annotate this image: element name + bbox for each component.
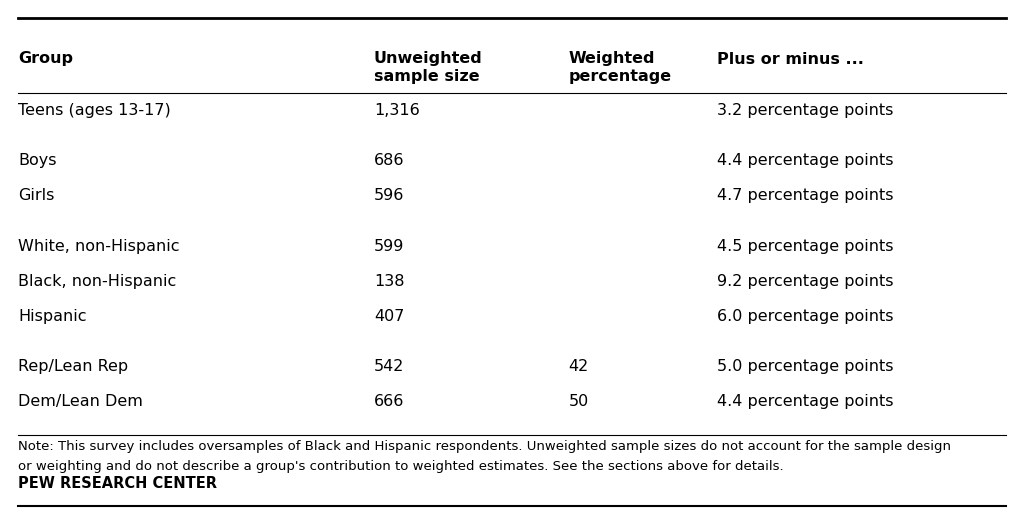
Text: 9.2 percentage points: 9.2 percentage points xyxy=(717,274,893,289)
Text: Teens (ages 13-17): Teens (ages 13-17) xyxy=(18,103,171,118)
Text: Boys: Boys xyxy=(18,153,57,168)
Text: 686: 686 xyxy=(374,153,404,168)
Text: 666: 666 xyxy=(374,394,404,409)
Text: 4.4 percentage points: 4.4 percentage points xyxy=(717,153,893,168)
Text: 50: 50 xyxy=(568,394,589,409)
Text: Dem/Lean Dem: Dem/Lean Dem xyxy=(18,394,143,409)
Text: White, non-Hispanic: White, non-Hispanic xyxy=(18,239,180,254)
Text: PEW RESEARCH CENTER: PEW RESEARCH CENTER xyxy=(18,476,217,491)
Text: 4.5 percentage points: 4.5 percentage points xyxy=(717,239,893,254)
Text: 596: 596 xyxy=(374,188,404,203)
Text: 3.2 percentage points: 3.2 percentage points xyxy=(717,103,893,118)
Text: 5.0 percentage points: 5.0 percentage points xyxy=(717,359,893,374)
Text: Rep/Lean Rep: Rep/Lean Rep xyxy=(18,359,129,374)
Text: 407: 407 xyxy=(374,309,404,324)
Text: 1,316: 1,316 xyxy=(374,103,420,118)
Text: or weighting and do not describe a group's contribution to weighted estimates. S: or weighting and do not describe a group… xyxy=(18,460,784,473)
Text: Weighted
percentage: Weighted percentage xyxy=(568,52,672,84)
Text: 138: 138 xyxy=(374,274,404,289)
Text: Group: Group xyxy=(18,52,74,66)
Text: 4.4 percentage points: 4.4 percentage points xyxy=(717,394,893,409)
Text: Hispanic: Hispanic xyxy=(18,309,87,324)
Text: 6.0 percentage points: 6.0 percentage points xyxy=(717,309,893,324)
Text: 542: 542 xyxy=(374,359,404,374)
Text: Black, non-Hispanic: Black, non-Hispanic xyxy=(18,274,177,289)
Text: Note: This survey includes oversamples of Black and Hispanic respondents. Unweig: Note: This survey includes oversamples o… xyxy=(18,440,951,453)
Text: Unweighted
sample size: Unweighted sample size xyxy=(374,52,482,84)
Text: 4.7 percentage points: 4.7 percentage points xyxy=(717,188,893,203)
Text: 599: 599 xyxy=(374,239,404,254)
Text: Plus or minus ...: Plus or minus ... xyxy=(717,52,863,66)
Text: 42: 42 xyxy=(568,359,589,374)
Text: Girls: Girls xyxy=(18,188,55,203)
